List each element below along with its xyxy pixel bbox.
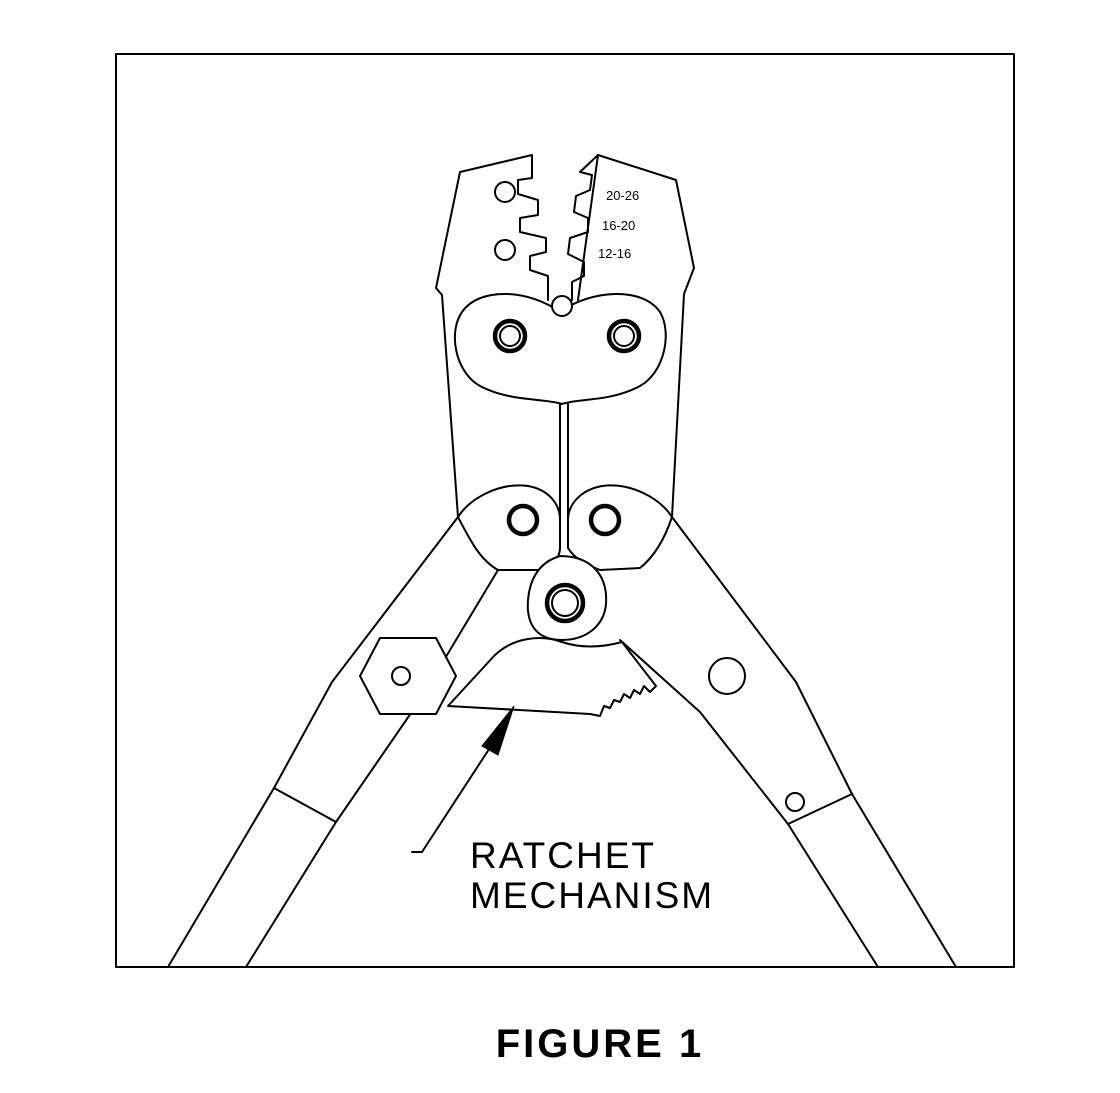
adjust-hex-nut xyxy=(359,637,457,715)
die-label-12-16: 12-16 xyxy=(598,246,631,261)
link-pin-right xyxy=(588,503,622,537)
left-jaw xyxy=(435,154,549,518)
die-label-20-26: 20-26 xyxy=(606,188,639,203)
lower-link-plates xyxy=(457,484,673,571)
handle-small-hole xyxy=(785,792,805,812)
callout-arrow xyxy=(411,705,515,853)
callout-label-mechanism: MECHANISM xyxy=(470,875,714,916)
left-pivot-ring xyxy=(492,318,528,354)
right-pivot-ring xyxy=(606,318,642,354)
die-label-16-20: 16-20 xyxy=(602,218,635,233)
ratchet-pawl xyxy=(447,637,657,717)
jaw-hole-upper xyxy=(494,181,516,203)
right-handle xyxy=(619,516,957,968)
left-handle xyxy=(167,516,499,968)
handle-rivet xyxy=(708,657,746,695)
jaw-hole-lower xyxy=(494,239,516,261)
figure-frame xyxy=(115,53,1015,968)
center-pivot-ring xyxy=(544,582,586,624)
right-jaw xyxy=(567,154,695,518)
figure-caption: FIGURE 1 xyxy=(495,1022,705,1066)
nut-center-hole xyxy=(391,666,411,686)
callout-label-ratchet: RATCHET xyxy=(470,835,656,876)
link-pin-left xyxy=(506,503,540,537)
